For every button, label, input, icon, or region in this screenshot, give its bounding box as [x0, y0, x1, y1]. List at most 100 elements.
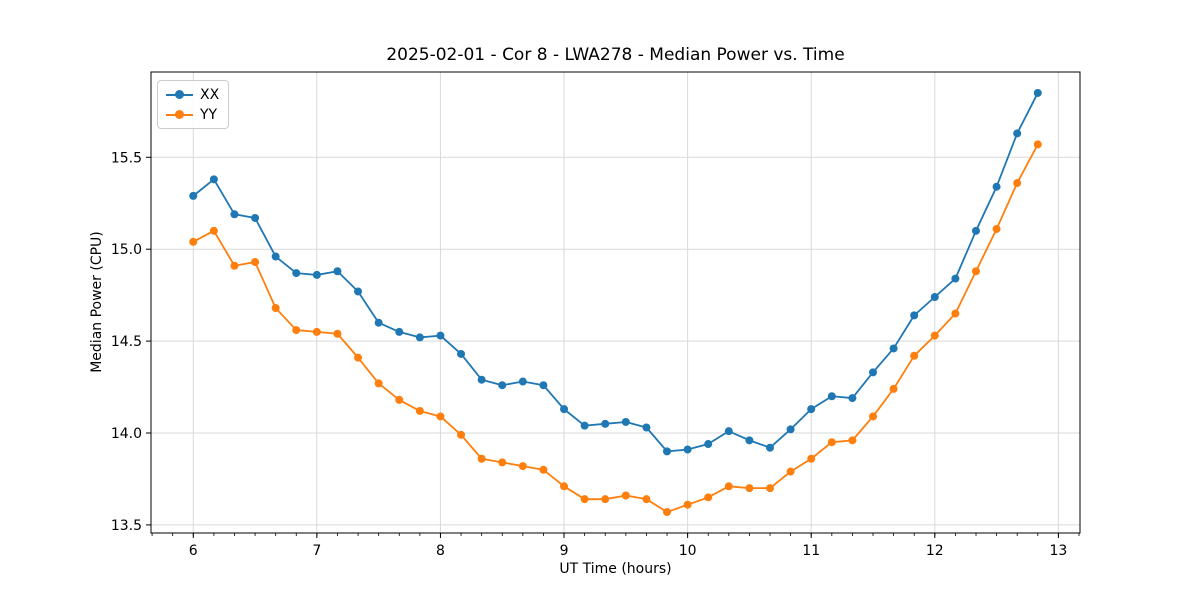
data-point-yy — [807, 454, 816, 463]
data-point-xx — [333, 267, 342, 276]
x-tick-label: 8 — [436, 543, 445, 559]
data-point-yy — [868, 412, 877, 421]
series-line-yy — [192, 143, 1039, 513]
legend-line-marker-xx-icon — [166, 89, 193, 100]
data-point-yy — [683, 500, 692, 509]
data-point-yy — [189, 237, 198, 246]
x-tick-label: 12 — [926, 543, 944, 559]
data-point-xx — [209, 175, 218, 184]
data-point-yy — [601, 495, 610, 504]
data-point-yy — [642, 495, 651, 504]
data-point-yy — [457, 430, 466, 439]
data-point-xx — [1033, 88, 1042, 97]
data-point-yy — [827, 438, 836, 447]
data-point-xx — [251, 213, 260, 222]
data-point-yy — [786, 467, 795, 476]
data-point-xx — [683, 445, 692, 454]
data-point-xx — [724, 427, 733, 436]
y-axis-label: Median Power (CPU) — [89, 231, 105, 373]
y-tick-label: 14.5 — [111, 334, 142, 350]
data-point-xx — [477, 375, 486, 384]
legend-item-xx: XX — [166, 86, 219, 103]
legend-label-yy: YY — [200, 106, 218, 123]
data-point-xx — [786, 425, 795, 434]
data-point-xx — [457, 349, 466, 358]
chart-title: 2025-02-01 - Cor 8 - LWA278 - Median Pow… — [386, 45, 845, 65]
data-point-xx — [663, 447, 672, 456]
data-point-xx — [868, 368, 877, 377]
data-point-yy — [848, 436, 857, 445]
x-tick-label: 10 — [679, 543, 697, 559]
data-point-yy — [1033, 140, 1042, 149]
legend-item-yy: YY — [166, 106, 219, 123]
data-point-yy — [910, 351, 919, 360]
legend-label-xx: XX — [200, 86, 220, 103]
x-axis-label: UT Time (hours) — [559, 561, 672, 577]
data-point-yy — [704, 493, 713, 502]
data-point-xx — [745, 436, 754, 445]
data-point-yy — [292, 326, 301, 335]
data-point-xx — [766, 443, 775, 452]
data-point-xx — [498, 381, 507, 390]
data-point-xx — [436, 331, 445, 340]
data-point-xx — [189, 191, 198, 200]
data-point-yy — [415, 406, 424, 415]
data-point-xx — [807, 405, 816, 414]
data-point-xx — [971, 226, 980, 235]
x-tick-label: 6 — [189, 543, 198, 559]
data-point-yy — [539, 465, 548, 474]
data-point-xx — [642, 423, 651, 432]
data-point-yy — [663, 508, 672, 517]
data-point-yy — [333, 329, 342, 338]
data-point-xx — [601, 419, 610, 428]
data-point-xx — [827, 392, 836, 401]
data-point-xx — [354, 287, 363, 296]
data-point-xx — [621, 417, 630, 426]
data-point-xx — [889, 344, 898, 353]
data-point-yy — [436, 412, 445, 421]
y-tick-label: 15.5 — [111, 150, 142, 166]
data-point-xx — [560, 405, 569, 414]
data-point-xx — [230, 210, 239, 219]
y-tick-label: 14.0 — [111, 426, 142, 442]
data-point-xx — [312, 270, 321, 279]
legend: XX YY — [157, 80, 230, 129]
data-point-yy — [230, 261, 239, 270]
data-point-yy — [621, 491, 630, 500]
data-point-yy — [724, 482, 733, 491]
data-point-xx — [580, 421, 589, 430]
data-point-xx — [415, 333, 424, 342]
x-tick-label: 7 — [312, 543, 321, 559]
data-point-xx — [910, 311, 919, 320]
data-point-xx — [271, 252, 280, 261]
data-point-xx — [848, 394, 857, 403]
data-point-xx — [992, 182, 1001, 191]
data-point-yy — [354, 353, 363, 362]
data-point-yy — [745, 484, 754, 493]
data-point-yy — [374, 379, 383, 388]
data-point-yy — [889, 384, 898, 393]
x-tick-label: 9 — [560, 543, 569, 559]
data-point-yy — [560, 482, 569, 491]
data-point-yy — [395, 395, 404, 404]
data-point-xx — [395, 327, 404, 336]
data-point-xx — [539, 381, 548, 390]
data-point-yy — [477, 454, 486, 463]
data-point-xx — [930, 292, 939, 301]
data-point-xx — [518, 377, 527, 386]
data-point-xx — [951, 274, 960, 283]
data-point-yy — [992, 224, 1001, 233]
axes-spines — [150, 71, 1081, 534]
data-point-yy — [518, 462, 527, 471]
data-point-yy — [271, 304, 280, 313]
y-tick-label: 13.5 — [111, 518, 142, 534]
data-point-yy — [951, 309, 960, 318]
series-line-xx — [192, 92, 1039, 453]
data-point-yy — [251, 258, 260, 267]
data-point-xx — [704, 440, 713, 449]
data-point-yy — [1013, 179, 1022, 188]
data-point-yy — [766, 484, 775, 493]
x-tick-label: 13 — [1049, 543, 1067, 559]
data-point-xx — [1013, 129, 1022, 138]
